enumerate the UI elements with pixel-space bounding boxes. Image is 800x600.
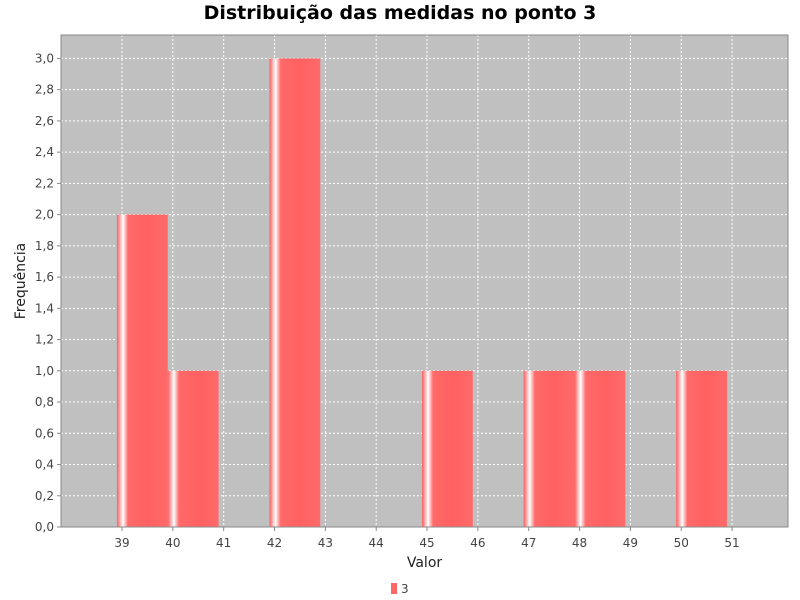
x-tick-label: 49 <box>623 536 638 550</box>
x-tick-label: 42 <box>267 536 282 550</box>
bar <box>676 370 727 527</box>
x-tick-label: 46 <box>470 536 485 550</box>
y-tick-label: 2,2 <box>35 176 54 190</box>
y-tick-label: 2,8 <box>35 83 54 97</box>
y-tick-label: 0,8 <box>35 395 54 409</box>
y-tick-label: 1,0 <box>35 364 54 378</box>
x-axis: 39 40 41 42 43 44 45 46 47 48 49 50 51 <box>114 527 740 550</box>
y-tick-label: 1,4 <box>35 301 54 315</box>
y-tick-label: 1,6 <box>35 270 54 284</box>
bar <box>523 370 575 527</box>
x-axis-label: Valor <box>407 555 443 571</box>
bar <box>269 58 321 528</box>
y-tick-label: 0,6 <box>35 426 54 440</box>
y-tick-label: 0,4 <box>35 458 54 472</box>
x-tick-label: 40 <box>165 536 180 550</box>
bar <box>116 214 168 527</box>
y-tick-label: 0,0 <box>35 520 54 534</box>
y-axis-label: Frequência <box>13 243 29 320</box>
legend-label: 3 <box>401 582 409 596</box>
x-tick-label: 48 <box>572 536 587 550</box>
x-tick-label: 51 <box>724 536 739 550</box>
x-tick-label: 39 <box>114 536 129 550</box>
x-tick-label: 45 <box>419 536 434 550</box>
y-tick-label: 2,0 <box>35 208 54 222</box>
x-tick-label: 44 <box>369 536 384 550</box>
y-axis: 0,0 0,2 0,4 0,6 0,8 1,0 1,2 1,4 1,6 1,8 2,0 2,2 2,4 2… <box>35 51 61 534</box>
x-tick-label: 43 <box>318 536 333 550</box>
plot-border <box>60 34 789 528</box>
x-tick-label: 41 <box>216 536 231 550</box>
chart-title: Distribuição das medidas no ponto 3 <box>203 2 597 24</box>
y-tick-label: 2,6 <box>35 114 54 128</box>
y-tick-label: 2,4 <box>35 145 54 159</box>
bar <box>167 370 219 527</box>
y-tick-label: 1,2 <box>35 333 54 347</box>
legend: 3 <box>391 582 409 596</box>
y-tick-label: 0,2 <box>35 489 54 503</box>
y-tick-label: 3,0 <box>35 51 54 65</box>
bars <box>116 58 727 528</box>
x-tick-label: 47 <box>521 536 536 550</box>
y-tick-label: 1,8 <box>35 239 54 253</box>
bar <box>574 370 626 527</box>
bar <box>421 370 473 527</box>
legend-swatch <box>391 583 397 594</box>
x-tick-label: 50 <box>674 536 689 550</box>
